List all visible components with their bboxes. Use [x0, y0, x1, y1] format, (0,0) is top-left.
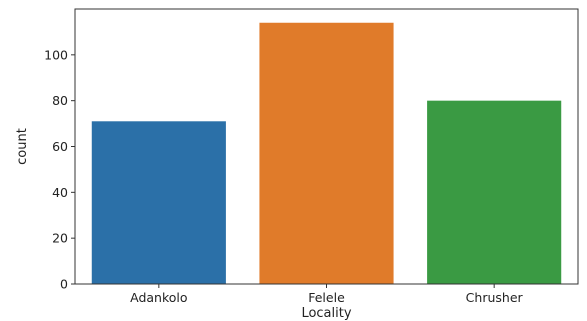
x-tick-label: Adankolo: [130, 290, 187, 305]
bar-felele: [259, 22, 394, 284]
x-axis-ticks: Adankolo Felele Chrusher: [130, 284, 524, 305]
bar-chrusher: [427, 100, 562, 285]
y-tick-label: 100: [44, 47, 68, 62]
x-axis-label: Locality: [301, 306, 351, 321]
y-tick-label: 40: [52, 185, 68, 200]
y-tick-label: 20: [52, 231, 68, 246]
y-axis-label: count: [15, 128, 30, 165]
plot-frame: [74, 8, 579, 285]
y-tick-label: 60: [52, 139, 68, 154]
y-axis-ticks: 0 20 40 60 80 100: [44, 47, 75, 292]
bars-group: [91, 22, 562, 285]
x-tick-label: Felele: [308, 290, 345, 305]
y-tick-label: 80: [52, 93, 68, 108]
y-tick-label: 0: [60, 277, 68, 292]
bar-adankolo: [91, 121, 226, 285]
x-tick-label: Chrusher: [466, 290, 524, 305]
